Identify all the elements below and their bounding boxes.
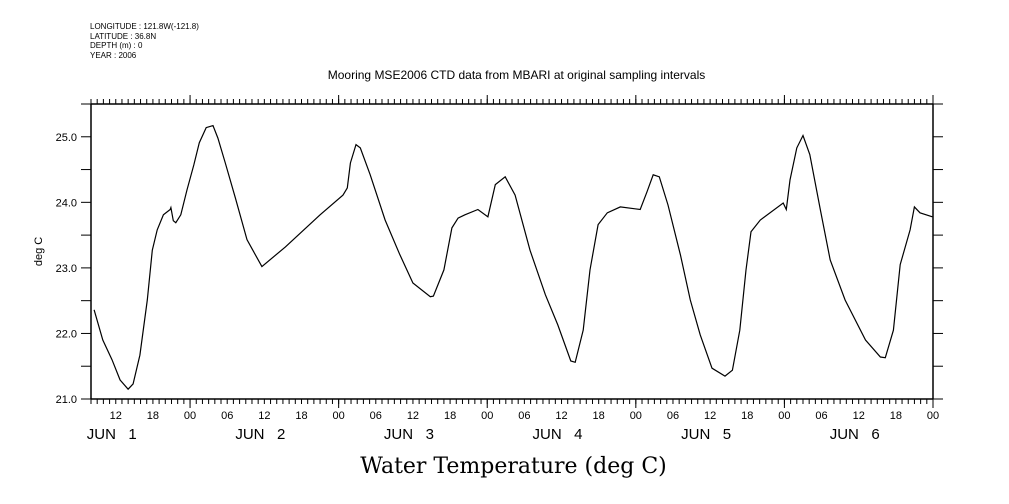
- meta-year: YEAR : 2006: [90, 50, 137, 60]
- meta-longitude: LONGITUDE : 121.8W(-121.8): [90, 22, 199, 31]
- y-tick-label: 23.0: [56, 263, 77, 275]
- x-tick-label: 00: [927, 410, 939, 422]
- day-label: JUN 4: [533, 426, 583, 443]
- x-tick-label: 00: [184, 410, 196, 422]
- x-tick-label: 12: [853, 410, 865, 422]
- x-tick-label: 06: [815, 410, 827, 422]
- x-tick-label: 12: [258, 410, 270, 422]
- x-tick-label: 12: [110, 410, 122, 422]
- y-tick-label: 22.0: [56, 328, 77, 340]
- x-tick-label: 12: [407, 410, 419, 422]
- station-metadata: LONGITUDE : 121.8W(-121.8) LATITUDE : 36…: [90, 22, 199, 60]
- series-line-water-temperature: [93, 124, 933, 391]
- y-axis: 21.0 22.0 23.0 24.0 25.0: [56, 103, 943, 406]
- x-tick-label: 18: [444, 410, 456, 422]
- x-tick-label: 00: [630, 410, 642, 422]
- y-tick-label: 21.0: [56, 394, 77, 406]
- chart-title: Mooring MSE2006 CTD data from MBARI at o…: [327, 68, 706, 82]
- x-tick-label: 06: [221, 410, 233, 422]
- meta-depth: DEPTH (m) : 0: [90, 41, 143, 50]
- x-tick-label: 00: [778, 410, 790, 422]
- y-tick-label: 24.0: [56, 197, 77, 209]
- x-tick-label: 06: [667, 410, 679, 422]
- day-label: JUN 6: [830, 426, 880, 443]
- day-labels: JUN 1 JUN 2 JUN 3 JUN 4 JUN 5 JUN 6: [87, 426, 880, 443]
- x-axis-title: Water Temperature (deg C): [360, 454, 667, 479]
- x-tick-label: 12: [555, 410, 567, 422]
- day-label: JUN 5: [681, 426, 731, 443]
- x-tick-label: 00: [481, 410, 493, 422]
- day-label: JUN 3: [384, 426, 434, 443]
- x-tick-label: 18: [295, 410, 307, 422]
- x-tick-label: 12: [704, 410, 716, 422]
- y-tick-label: 25.0: [56, 132, 77, 144]
- x-tick-label: 18: [593, 410, 605, 422]
- day-label: JUN 1: [87, 426, 137, 443]
- plot-frame: [90, 103, 934, 400]
- x-tick-label: 18: [147, 410, 159, 422]
- x-tick-label: 18: [890, 410, 902, 422]
- x-tick-label: 18: [741, 410, 753, 422]
- x-axis: 12 18 00 06 12 18 00 06 12 18 00 06 12 18 00 06 12 18 00 06…: [90, 95, 939, 422]
- x-tick-label: 06: [370, 410, 382, 422]
- x-tick-label: 06: [518, 410, 530, 422]
- meta-latitude: LATITUDE : 36.8N: [90, 31, 157, 41]
- x-tick-label: 00: [333, 410, 345, 422]
- y-axis-label: deg C: [33, 237, 45, 266]
- day-label: JUN 2: [235, 426, 285, 443]
